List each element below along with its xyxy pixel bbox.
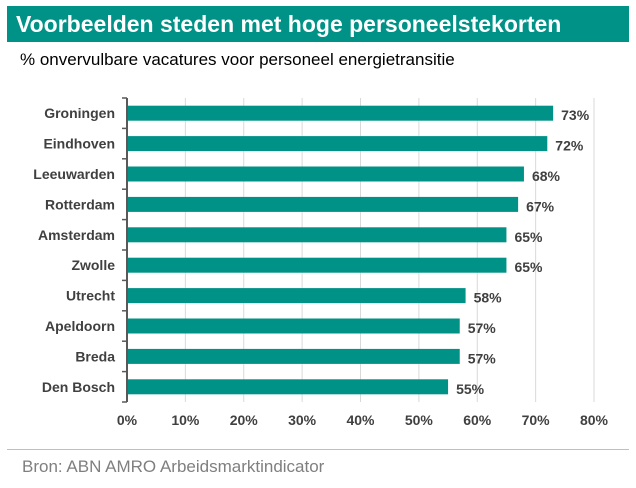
chart-title: Voorbeelden steden met hoge personeelste… — [16, 11, 562, 37]
x-tick-label: 60% — [463, 412, 492, 428]
value-label: 65% — [514, 259, 543, 275]
bar-chart: 0% 10% 20% 30% 40% 50% 60% 70% 80% Groningen 73% Ei… — [33, 97, 609, 428]
category-label: Eindhoven — [43, 136, 115, 152]
bar — [128, 196, 519, 212]
footer-divider — [7, 449, 629, 450]
value-label: 73% — [561, 107, 590, 123]
x-tick-label: 30% — [288, 412, 317, 428]
value-label: 57% — [468, 350, 497, 366]
bar — [128, 318, 460, 334]
category-label: Apeldoorn — [45, 318, 115, 334]
x-tick-label: 10% — [171, 412, 200, 428]
bar — [128, 379, 449, 395]
value-label: 72% — [555, 138, 584, 154]
bar — [128, 288, 466, 304]
category-label: Breda — [75, 348, 115, 364]
source-note: Bron: ABN AMRO Arbeidsmarktindicator — [22, 457, 325, 476]
category-label: Zwolle — [71, 257, 115, 273]
x-tick-label: 40% — [346, 412, 375, 428]
category-label: Rotterdam — [45, 196, 115, 212]
value-label: 67% — [526, 198, 555, 214]
x-tick-label: 0% — [117, 412, 138, 428]
bar — [128, 166, 524, 182]
bar — [128, 227, 507, 243]
x-tick-label: 70% — [522, 412, 551, 428]
category-label: Leeuwarden — [33, 166, 115, 182]
category-label: Utrecht — [66, 288, 115, 304]
category-label: Den Bosch — [42, 379, 115, 395]
category-label: Groningen — [44, 105, 115, 121]
value-label: 58% — [474, 290, 503, 306]
x-tick-label: 80% — [580, 412, 609, 428]
value-label: 68% — [532, 168, 561, 184]
bar — [128, 257, 507, 273]
category-label: Amsterdam — [38, 227, 115, 243]
x-tick-label: 50% — [405, 412, 434, 428]
bar — [128, 348, 460, 364]
chart-subtitle: % onvervulbare vacatures voor personeel … — [20, 50, 455, 69]
bar — [128, 136, 548, 152]
title-bar: Voorbeelden steden met hoge personeelste… — [7, 6, 629, 42]
value-label: 65% — [514, 229, 543, 245]
value-label: 55% — [456, 381, 485, 397]
value-label: 57% — [468, 320, 497, 336]
bar — [128, 105, 554, 121]
x-tick-label: 20% — [230, 412, 259, 428]
